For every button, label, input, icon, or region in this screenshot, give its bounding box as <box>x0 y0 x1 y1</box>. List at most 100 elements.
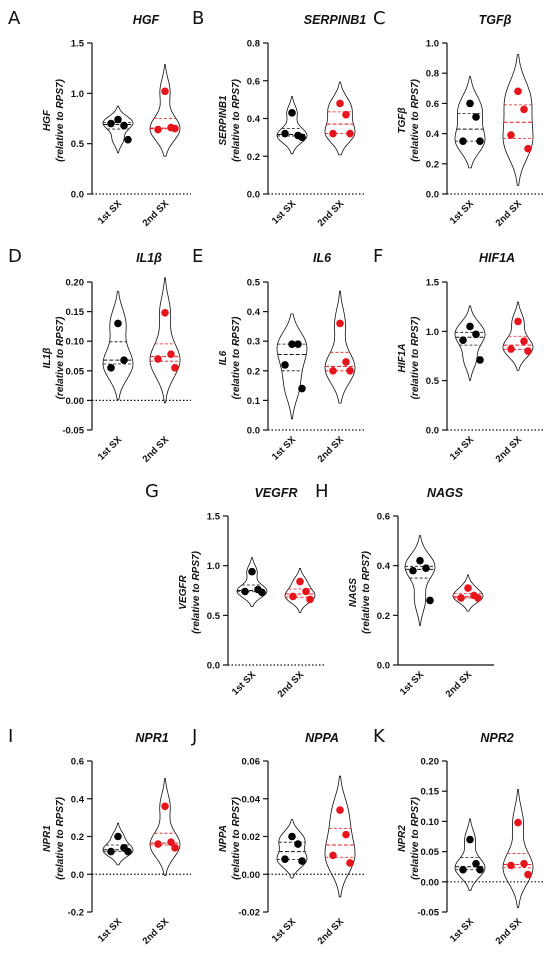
y-axis-label-line2: (relative to RPS7) <box>231 316 242 399</box>
data-point <box>171 364 179 372</box>
data-point <box>306 595 314 604</box>
y-axis-label-line1: HIF1A <box>397 344 408 373</box>
y-tick-label: 1.5 <box>71 39 85 50</box>
y-axis-label: TGFβ (relative to RPS7) <box>397 78 421 161</box>
x-category-label: 2nd SX <box>141 434 172 465</box>
y-axis-label-line1: IL6 <box>218 350 229 365</box>
y-tick-label: -0.05 <box>62 426 84 437</box>
data-point <box>241 587 249 596</box>
panel-title: NPR2 <box>480 731 513 745</box>
y-tick-label: 1.0 <box>207 561 220 572</box>
y-axis-label: HGF (relative to RPS7) <box>42 78 66 161</box>
data-point <box>288 109 296 117</box>
x-category-label: 1st SX <box>448 434 477 463</box>
data-point <box>114 115 122 124</box>
data-point <box>474 594 482 602</box>
x-category-label: 1st SX <box>96 916 125 945</box>
data-point <box>346 859 354 867</box>
y-tick-label: 0.0 <box>207 661 220 672</box>
y-axis-label-line1: VEGFR <box>178 575 189 610</box>
y-axis-label: NPR2 (relative to RPS7) <box>397 796 421 879</box>
violin-2 <box>452 574 484 612</box>
data-point <box>342 358 350 366</box>
violin-1 <box>454 305 486 381</box>
x-category-label: 2nd SX <box>316 916 347 947</box>
y-tick-label: 1.0 <box>426 39 439 50</box>
x-category-label: 2nd SX <box>141 198 172 229</box>
y-tick-label: 0.5 <box>426 376 440 387</box>
y-axis-label: NAGS (relative to RPS7) <box>348 550 372 633</box>
y-tick-label: -0.05 <box>417 908 439 919</box>
data-point <box>520 105 528 114</box>
data-point <box>426 596 434 605</box>
data-point <box>298 857 306 865</box>
data-point <box>476 865 484 874</box>
data-point <box>459 865 467 874</box>
x-category-label: 2nd SX <box>316 198 347 229</box>
x-category-label: 1st SX <box>448 916 477 945</box>
y-tick-label: 0.04 <box>242 794 261 805</box>
data-point <box>120 356 128 364</box>
y-axis-label-line1: NPR2 <box>397 825 408 852</box>
y-tick-label: 0.15 <box>421 787 440 798</box>
violin-1 <box>276 819 308 879</box>
y-axis-label: NPPA (relative to RPS7) <box>218 796 242 879</box>
y-tick-label: 0.4 <box>426 129 440 140</box>
data-point <box>457 594 465 602</box>
y-tick-label: 0.02 <box>242 832 261 843</box>
data-point <box>472 859 480 868</box>
y-axis-label-line1: NPPA <box>218 825 229 852</box>
data-point <box>472 113 480 121</box>
data-point <box>298 384 306 393</box>
y-axis-label-line2: (relative to RPS7) <box>55 796 66 879</box>
y-tick-label: 0.8 <box>426 69 439 80</box>
violin-1 <box>404 535 436 626</box>
data-point <box>409 566 417 575</box>
y-axis-label-line2: (relative to RPS7) <box>231 78 242 161</box>
y-axis-label-line2: (relative to RPS7) <box>410 316 421 399</box>
y-tick-label: 0.4 <box>247 114 261 125</box>
y-axis-label-line2: (relative to RPS7) <box>361 550 372 633</box>
y-axis-label: NPR1 (relative to RPS7) <box>42 796 66 879</box>
y-axis-label: IL6 (relative to RPS7) <box>218 316 242 399</box>
panel-letter: F <box>373 246 383 267</box>
panel-letter: A <box>8 8 21 29</box>
violin-1 <box>454 818 486 891</box>
x-category-label: 1st SX <box>270 916 299 945</box>
y-tick-label: 0.0 <box>426 426 439 437</box>
panel-title: VEGFR <box>254 486 297 500</box>
violin-1 <box>454 76 486 169</box>
panel-letter: J <box>191 726 197 747</box>
y-axis-label-line1: IL1β <box>42 348 53 369</box>
data-point <box>472 330 480 339</box>
x-category-label: 1st SX <box>398 669 427 698</box>
data-point <box>514 317 522 326</box>
violin-2 <box>284 568 316 613</box>
violin-2 <box>502 54 534 186</box>
y-tick-label: 0.4 <box>247 307 261 318</box>
x-category-label: 2nd SX <box>494 434 525 465</box>
data-point <box>329 129 337 138</box>
y-tick-label: 0.6 <box>426 99 439 110</box>
data-point <box>107 364 115 372</box>
data-point <box>167 350 175 359</box>
data-point <box>514 818 522 827</box>
data-point <box>459 336 467 345</box>
data-point <box>476 356 484 364</box>
data-point <box>294 840 302 848</box>
y-axis-label-line2: (relative to RPS7) <box>55 78 66 161</box>
y-axis-label-line1: SERPINB1 <box>218 95 229 145</box>
panel-title: IL6 <box>313 251 332 265</box>
data-point <box>171 844 179 852</box>
violin-2 <box>502 789 534 908</box>
violin-2 <box>324 81 356 156</box>
data-point <box>281 855 289 863</box>
data-point <box>154 125 162 134</box>
x-category-label: 1st SX <box>270 434 299 463</box>
data-point <box>422 564 430 572</box>
y-tick-label: 0.8 <box>247 39 260 50</box>
data-point <box>342 110 350 119</box>
y-axis-label-line1: NAGS <box>348 578 359 607</box>
